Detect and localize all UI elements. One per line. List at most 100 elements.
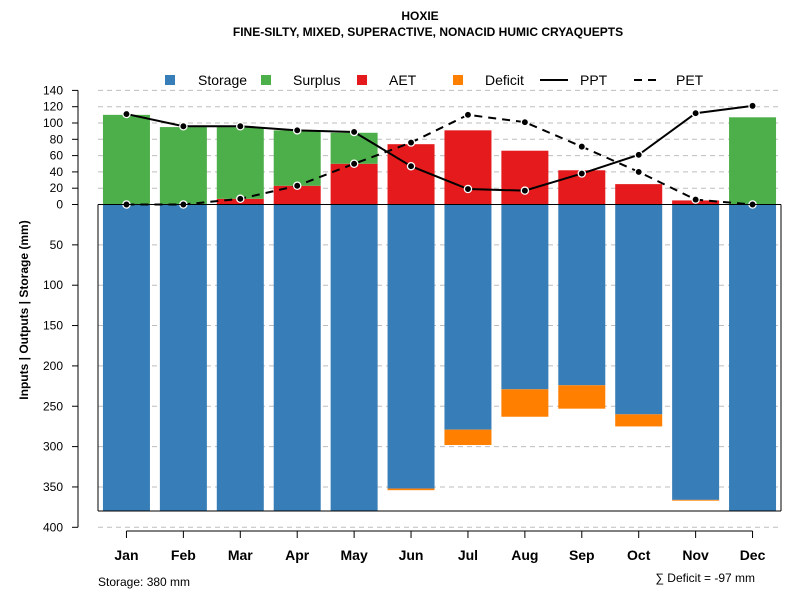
deficit-bar-aug <box>501 389 549 417</box>
storage-bar-jul <box>444 204 492 430</box>
x-tick-label-jun: Jun <box>399 547 424 563</box>
pet-line-point <box>691 195 700 204</box>
deficit-bar-sep <box>558 385 606 409</box>
x-tick-label-sep: Sep <box>569 547 595 563</box>
ppt-line-point <box>520 186 530 195</box>
y-tick-label: 200 <box>43 359 63 373</box>
y-tick-label: 250 <box>43 399 63 413</box>
ppt-line <box>126 104 753 192</box>
ppt-line-point <box>406 161 416 171</box>
y-tick-label: 350 <box>43 480 63 494</box>
x-tick-label-apr: Apr <box>285 547 310 563</box>
y-tick-label: 120 <box>43 100 63 114</box>
ppt-line-point <box>463 184 473 194</box>
aet-bar-apr <box>273 185 321 205</box>
storage-bar-apr <box>273 204 321 512</box>
legend-label: PPT <box>580 72 608 88</box>
pet-line-point <box>463 110 473 120</box>
pet-line-point <box>236 194 245 204</box>
deficit-bar-nov <box>672 499 720 501</box>
y-tick-label: 400 <box>43 520 63 534</box>
legend-label: Deficit <box>485 72 524 88</box>
y-tick-label: 100 <box>43 116 63 130</box>
surplus-bar-apr <box>273 130 321 186</box>
pet-line-point <box>634 167 643 177</box>
ppt-line-point <box>634 150 643 160</box>
y-tick-label: 0 <box>56 198 63 212</box>
y-tick-label: 300 <box>43 440 63 454</box>
legend-item-ppt: PPT <box>540 72 608 88</box>
y-tick-label: 40 <box>50 165 64 179</box>
x-tick-label-oct: Oct <box>627 547 651 563</box>
pet-line-point <box>349 159 359 168</box>
legend-label: Storage <box>198 72 247 88</box>
ppt-line-point <box>577 169 587 178</box>
ppt-line-point <box>691 108 700 118</box>
y-tick-label: 60 <box>50 149 64 163</box>
bars <box>102 114 777 512</box>
legend-label: PET <box>676 72 704 88</box>
storage-bar-oct <box>615 204 663 415</box>
legend-label: Surplus <box>293 72 340 88</box>
gridlines <box>98 89 781 528</box>
y-tick-label: 140 <box>43 83 63 97</box>
surplus-bar-dec <box>729 117 777 205</box>
legend-swatch <box>357 75 367 85</box>
ppt-line-point <box>349 127 359 137</box>
x-tick-label-jul: Jul <box>458 547 478 563</box>
storage-bar-feb <box>159 204 207 512</box>
aet-bar-oct <box>615 184 663 205</box>
deficit-bar-jul <box>444 429 492 445</box>
legend-swatch <box>453 75 463 85</box>
y-tick-label: 50 <box>50 238 64 252</box>
x-tick-label-nov: Nov <box>682 547 709 563</box>
chart-title: HOXIE <box>401 9 438 23</box>
aet-bar-aug <box>501 150 549 205</box>
pet-line-point <box>520 117 530 127</box>
surplus-bar-mar <box>216 127 264 199</box>
legend-item-pet: PET <box>634 72 704 88</box>
surplus-bar-jan <box>102 114 150 205</box>
legend-item-aet: AET <box>357 72 417 88</box>
aet-bar-jun <box>387 144 435 205</box>
x-tick-label-mar: Mar <box>228 547 253 563</box>
x-tick-label-jan: Jan <box>114 547 138 563</box>
storage-note: Storage: 380 mm <box>98 575 190 589</box>
storage-bar-aug <box>501 204 549 390</box>
legend: Storage Surplus AET Deficit PPT PET <box>165 72 704 88</box>
storage-bar-sep <box>558 204 606 386</box>
x-tick-label-may: May <box>341 547 368 563</box>
x-tick-label-dec: Dec <box>740 547 766 563</box>
y-tick-label: 80 <box>50 132 64 146</box>
ppt-line-point <box>748 101 757 111</box>
deficit-bar-jun <box>387 488 435 491</box>
y-axis-label: Inputs | Outputs | Storage (mm) <box>17 220 31 399</box>
ppt-line-point <box>236 122 245 131</box>
x-tick-label-feb: Feb <box>171 547 196 563</box>
surplus-bar-may <box>330 132 378 164</box>
pet-line-point <box>577 142 587 151</box>
storage-bar-nov <box>672 204 720 500</box>
chart-subtitle: FINE-SILTY, MIXED, SUPERACTIVE, NONACID … <box>233 25 623 39</box>
ppt-line-point <box>292 126 302 135</box>
lines <box>122 101 757 209</box>
legend-label: AET <box>389 72 417 88</box>
y-tick-label: 100 <box>43 278 63 292</box>
surplus-bar-feb <box>159 127 207 205</box>
legend-item-deficit: Deficit <box>453 72 524 88</box>
legend-swatch <box>165 75 175 85</box>
y-tick-label: 20 <box>50 181 64 195</box>
ppt-line-point <box>179 122 188 131</box>
deficit-note: ∑ Deficit = -97 mm <box>655 571 755 585</box>
deficit-bar-oct <box>615 414 663 427</box>
storage-bar-may <box>330 204 378 512</box>
x-tick-label-aug: Aug <box>511 547 538 563</box>
storage-bar-jan <box>102 204 150 512</box>
legend-item-surplus: Surplus <box>261 72 340 88</box>
axes: 0 20 40 60 80 100 120 140 50 100 150 200 250 300 350 40… <box>43 83 782 563</box>
storage-bar-mar <box>216 204 264 512</box>
legend-item-storage: Storage <box>165 72 247 88</box>
pet-line <box>126 113 753 206</box>
pet-line-point <box>292 181 302 191</box>
